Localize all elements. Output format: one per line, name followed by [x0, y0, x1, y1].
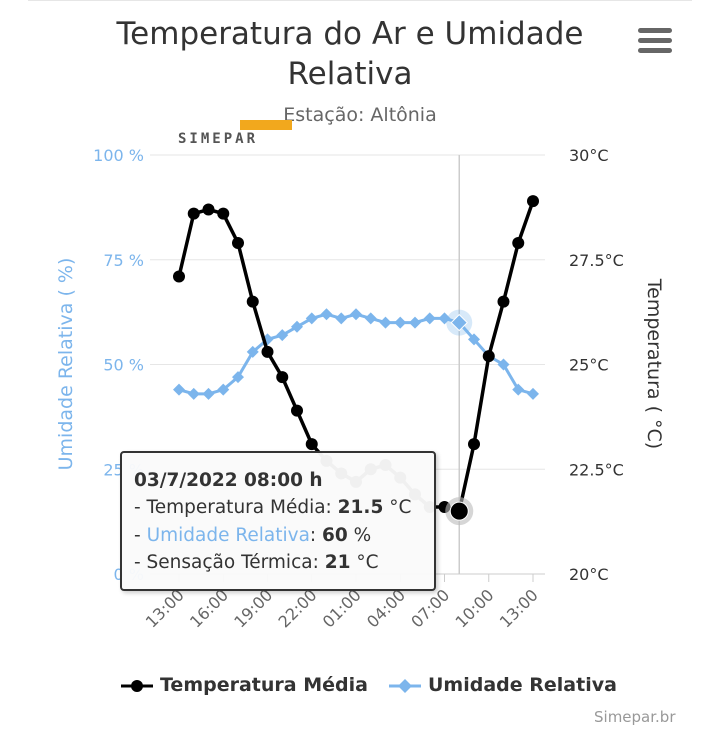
humidity-point [438, 312, 451, 325]
humidity-point [291, 320, 303, 333]
temperature-point [202, 203, 215, 216]
humidity-point [409, 316, 421, 329]
tooltip-humidity-value: 60 [322, 525, 348, 546]
humidity-point [450, 313, 468, 332]
x-tick-label: 13:00 [142, 585, 188, 631]
y-right-axis-title: Temperatura ( °C) [643, 278, 665, 449]
temperature-point [497, 295, 510, 308]
humidity-point [468, 333, 480, 346]
x-tick-label: 22:00 [275, 585, 321, 631]
x-tick-label: 13:00 [496, 585, 542, 631]
humidity-series-line [178, 312, 534, 396]
temperature-point [217, 207, 230, 220]
tooltip-humidity-sep: : [309, 525, 323, 546]
humidity-point [187, 387, 200, 400]
humidity-point [350, 308, 362, 321]
humidity-point [320, 308, 333, 321]
humidity-point [173, 383, 185, 396]
humidity-point [527, 387, 539, 400]
humidity-point [305, 312, 318, 325]
humidity-point [497, 358, 510, 371]
tooltip-row-humidity: - Umidade Relativa: 60 % [134, 525, 371, 546]
chart-tooltip: 03/7/2022 08:00 h - Temperatura Média: 2… [120, 451, 436, 591]
humidity-point [217, 383, 230, 396]
tooltip-feels-like-label: - Sensação Térmica: [134, 552, 325, 573]
temperature-point [305, 438, 318, 451]
temperature-point [232, 236, 244, 249]
temperature-point [482, 350, 495, 363]
tooltip-feels-like-value: 21 [324, 552, 351, 573]
menu-bar [638, 48, 672, 53]
tooltip-humidity-unit: % [347, 525, 372, 546]
tooltip-humidity-label: Umidade Relativa [146, 525, 310, 546]
menu-bar [638, 38, 672, 43]
temperature-point [512, 236, 525, 249]
temperature-point [276, 371, 289, 384]
temperature-point [261, 345, 274, 358]
humidity-point [512, 383, 525, 396]
x-tick-label: 04:00 [363, 585, 409, 631]
legend-temperature-label: Temperatura Média [160, 674, 368, 696]
humidity-point [246, 345, 259, 358]
tooltip-humidity-prefix: - [134, 525, 147, 546]
x-tick-label: 01:00 [319, 585, 365, 631]
temperature-point [527, 195, 539, 208]
credits-link[interactable]: Simepar.br [594, 708, 676, 726]
humidity-point [364, 312, 377, 325]
legend-humidity-label: Umidade Relativa [428, 674, 617, 696]
logo-accent-bar [240, 120, 292, 130]
x-tick-label: 19:00 [230, 585, 276, 631]
hamburger-menu-icon[interactable] [638, 28, 672, 54]
tooltip-temperature-unit: °C [383, 497, 412, 518]
tooltip-temperature-value: 21.5 [337, 497, 384, 518]
legend-humidity-symbol [389, 679, 421, 693]
temperature-point [468, 438, 480, 451]
temperature-point [173, 270, 185, 283]
tooltip-title: 03/7/2022 08:00 h [134, 470, 323, 491]
temperature-point [291, 404, 303, 417]
y-right-tick-label: 25°C [569, 356, 609, 375]
simepar-logo: SIMEPAR [178, 120, 296, 150]
humidity-point [423, 312, 436, 325]
humidity-point [379, 316, 392, 329]
y-right-tick-label: 22.5°C [569, 460, 624, 479]
humidity-point [202, 387, 215, 400]
humidity-point [232, 371, 244, 384]
legend-item-humidity[interactable]: Umidade Relativa [388, 672, 618, 700]
y-left-axis-title: Umidade Relativa ( %) [55, 258, 77, 471]
tooltip-feels-like-unit: °C [350, 552, 379, 573]
tooltip-row-temperature: - Temperatura Média: 21.5 °C [134, 497, 411, 518]
y-right-tick-label: 20°C [569, 565, 609, 584]
tooltip-row-feels-like: - Sensação Térmica: 21 °C [134, 552, 379, 573]
legend-item-temperature[interactable]: Temperatura Média [120, 672, 368, 700]
x-tick-label: 07:00 [407, 585, 453, 631]
chart-title: Temperatura do Ar e Umidade Relativa [116, 16, 584, 92]
logo-text: SIMEPAR [178, 131, 259, 147]
legend-temperature-symbol [121, 680, 153, 692]
humidity-point [335, 312, 348, 325]
y-left-tick-label: 100 % [93, 146, 144, 165]
temperature-point [187, 207, 200, 220]
tooltip-temperature-label: - Temperatura Média: [134, 497, 338, 518]
y-left-tick-label: 75 % [103, 251, 144, 270]
x-tick-label: 10:00 [452, 585, 498, 631]
y-left-tick-label: 50 % [103, 356, 144, 375]
chart-subtitle: Estação: Altônia [283, 104, 437, 126]
x-tick-label: 16:00 [186, 585, 232, 631]
menu-bar [638, 28, 672, 33]
temperature-point [246, 295, 259, 308]
top-divider [28, 0, 692, 1]
y-right-tick-label: 30°C [569, 146, 609, 165]
humidity-point [276, 329, 289, 342]
temperature-point [449, 501, 469, 521]
chart-legend: Temperatura Média Umidade Relativa [0, 672, 719, 702]
humidity-point [394, 316, 407, 329]
y-right-tick-label: 27.5°C [569, 251, 624, 270]
